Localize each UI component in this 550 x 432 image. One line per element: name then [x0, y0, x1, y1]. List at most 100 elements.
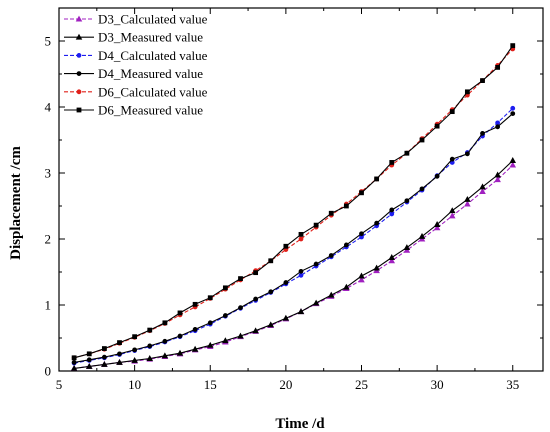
data-point: [404, 198, 410, 204]
data-point: [495, 65, 501, 70]
data-point: [283, 243, 289, 249]
data-point: [71, 355, 77, 361]
data-point: [268, 289, 274, 295]
data-point: [70, 364, 78, 371]
data-point: [343, 203, 349, 209]
y-tick-label: 4: [45, 100, 52, 115]
series-d4-calculated-value: [71, 105, 516, 366]
data-point: [448, 212, 456, 219]
y-tick-label: 5: [45, 34, 52, 49]
data-point: [327, 291, 335, 298]
data-point: [117, 351, 122, 357]
legend: D3_Calculated value D3_Measured value D4_C…: [64, 12, 208, 118]
data-point: [147, 343, 153, 349]
data-point: [85, 362, 93, 369]
series-d3-measured-value: [70, 157, 517, 371]
data-point: [206, 341, 214, 348]
legend-item: D6_Calculated value: [64, 84, 208, 99]
data-point: [433, 224, 441, 231]
data-point: [403, 244, 411, 251]
y-tick-label: 2: [45, 232, 52, 247]
data-point: [313, 261, 319, 267]
x-tick-label: 10: [128, 377, 141, 392]
data-point: [494, 171, 501, 178]
legend-marker: [76, 53, 82, 58]
data-point: [146, 355, 154, 361]
data-point: [358, 276, 365, 283]
data-point: [374, 220, 380, 226]
data-point: [298, 272, 304, 278]
plot-frame: [58, 7, 544, 372]
legend-label: D3_Calculated value: [98, 12, 208, 27]
data-point: [495, 120, 501, 126]
data-point: [464, 200, 471, 207]
data-point: [358, 272, 365, 279]
data-point: [132, 334, 138, 340]
data-point: [177, 333, 183, 339]
data-point: [253, 270, 259, 276]
data-point: [312, 299, 320, 306]
series-line: [74, 107, 514, 364]
data-point: [298, 231, 304, 237]
data-point: [283, 280, 289, 285]
x-axis-title: Time /d: [275, 416, 325, 432]
data-point: [419, 137, 425, 143]
legend-label: D4_Calculated value: [98, 48, 208, 63]
data-point: [449, 156, 455, 162]
data-point: [480, 78, 485, 83]
series-d3-calculated-value: [70, 161, 517, 371]
data-point: [404, 150, 410, 156]
legend-label: D6_Measured value: [98, 103, 203, 118]
legend-label: D4_Measured value: [98, 66, 203, 81]
data-point: [510, 43, 516, 49]
data-point: [252, 327, 259, 334]
data-point: [359, 190, 364, 196]
legend-item: D4_Calculated value: [64, 48, 208, 63]
data-point: [176, 349, 184, 356]
data-point: [297, 308, 305, 315]
data-point: [207, 320, 213, 326]
x-tick-label: 5: [56, 377, 63, 392]
data-point: [267, 321, 275, 328]
legend-item: D3_Calculated value: [64, 12, 208, 27]
data-point: [464, 195, 471, 202]
data-point: [328, 210, 334, 216]
data-point: [434, 173, 440, 179]
data-point: [192, 301, 198, 307]
x-tick-label: 30: [431, 377, 444, 392]
x-tick-label: 15: [204, 377, 217, 392]
data-point: [494, 176, 501, 183]
data-point: [343, 283, 350, 290]
data-point: [479, 183, 486, 190]
data-point: [86, 351, 92, 357]
legend-item: D6_Measured value: [64, 103, 203, 118]
axes: 5 10 15 20 25 30 35 0 1 2 3 4 5: [45, 7, 544, 392]
data-point: [464, 151, 470, 157]
legend-marker: [76, 71, 82, 76]
data-point: [222, 313, 228, 318]
series-line: [73, 45, 514, 359]
data-point: [238, 276, 243, 282]
legend-marker: [75, 33, 83, 40]
data-point: [509, 161, 517, 168]
data-point: [116, 358, 123, 365]
y-tick-label: 1: [45, 298, 52, 313]
data-point: [162, 320, 168, 326]
data-point: [343, 242, 349, 248]
data-point: [374, 176, 380, 182]
legend-marker: [75, 15, 83, 22]
legend-item: D3_Measured value: [64, 30, 203, 45]
data-point: [373, 264, 380, 271]
data-point: [117, 340, 122, 346]
data-point: [238, 305, 243, 311]
series-line: [74, 160, 514, 369]
series-line: [74, 113, 514, 363]
data-point: [328, 253, 334, 258]
data-point: [222, 337, 229, 344]
data-point: [448, 207, 456, 214]
data-point: [449, 109, 455, 115]
legend-marker: [76, 89, 82, 95]
data-point: [389, 160, 395, 165]
data-point: [282, 314, 290, 321]
